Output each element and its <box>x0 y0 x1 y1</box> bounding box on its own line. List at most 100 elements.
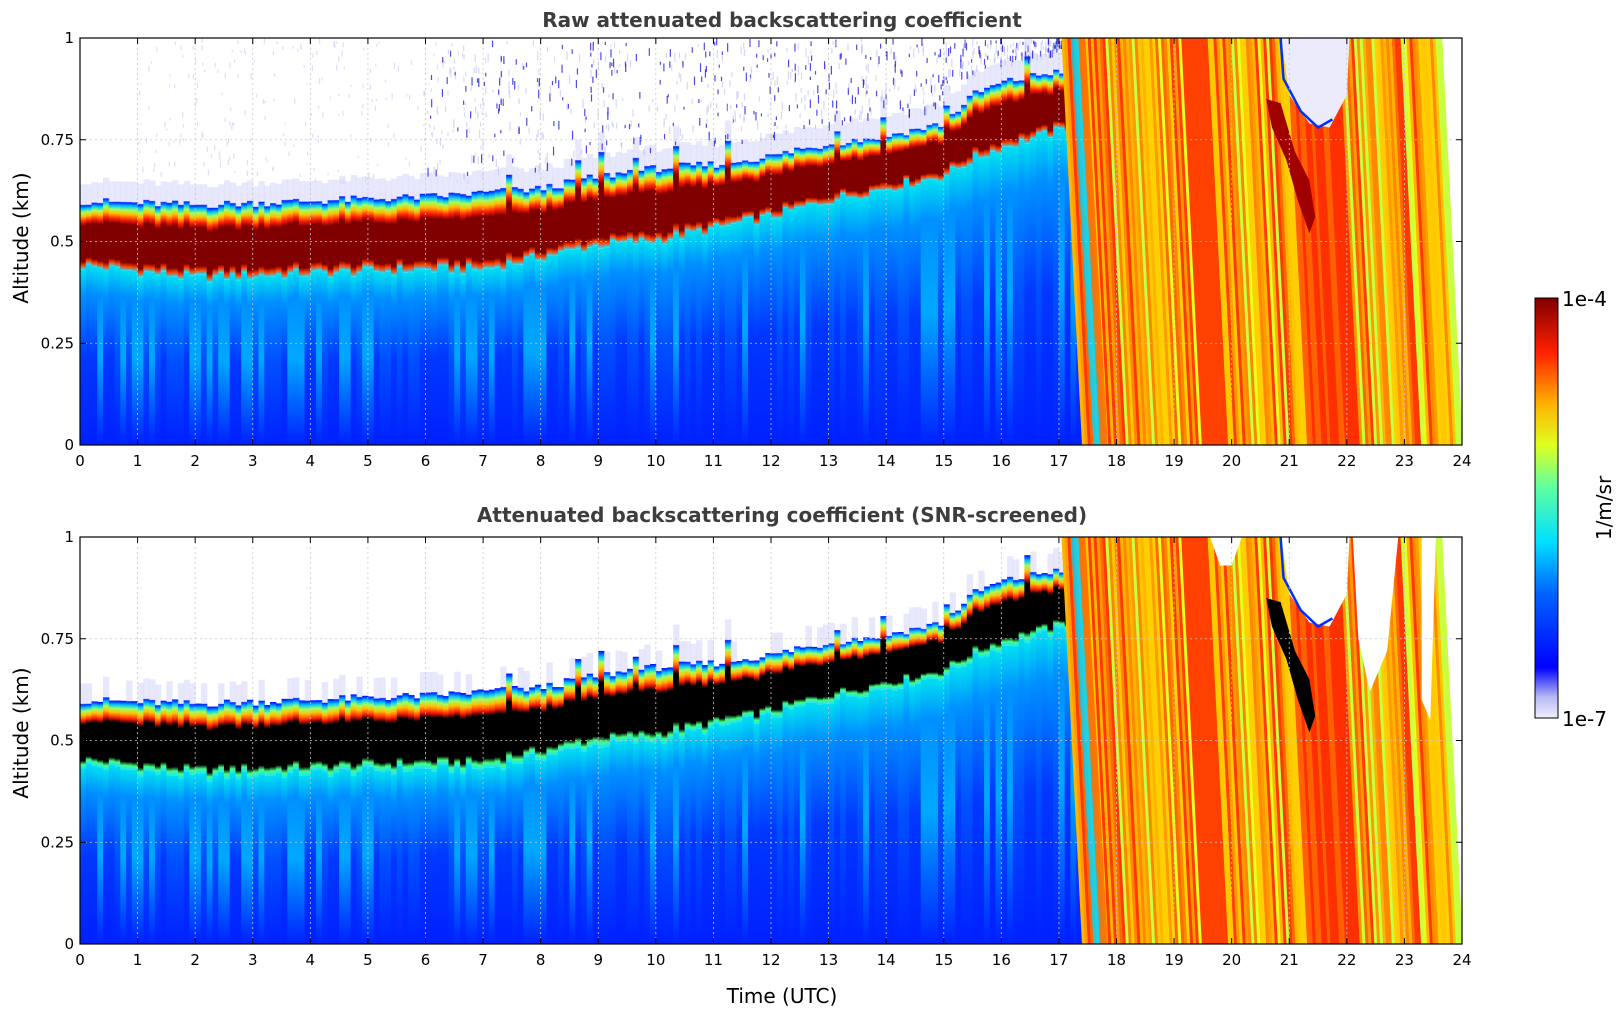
subcloud-column <box>747 716 755 944</box>
noise-column <box>80 683 87 705</box>
subcloud-column <box>494 766 501 944</box>
noise-column <box>569 658 576 679</box>
subcloud-column <box>1001 645 1008 944</box>
noise-column <box>235 185 242 207</box>
noise-speckle <box>387 142 389 147</box>
noise-speckle <box>263 38 266 44</box>
x-tick-label: 8 <box>536 951 546 969</box>
noise-column <box>344 181 352 203</box>
cloud-column <box>183 700 191 772</box>
cloud-column <box>1053 69 1060 128</box>
noise-speckle <box>447 131 449 137</box>
noise-speckle <box>262 99 265 104</box>
noise-column <box>690 144 697 166</box>
noise-speckle <box>938 75 940 83</box>
cloud-column <box>97 202 104 269</box>
noise-column <box>149 180 156 202</box>
noise-speckle <box>943 76 945 85</box>
cloud-column <box>379 198 386 274</box>
noise-column <box>684 641 691 663</box>
noise-speckle <box>537 51 539 61</box>
noise-speckle <box>683 106 685 110</box>
noise-column <box>511 166 519 188</box>
noise-speckle <box>546 46 549 53</box>
cloud-column <box>448 192 455 274</box>
cloud-column <box>264 206 271 277</box>
subcloud-column <box>160 271 167 445</box>
noise-speckle <box>182 54 184 58</box>
subcloud-column <box>673 732 680 944</box>
noise-column <box>776 632 784 654</box>
noise-column <box>604 152 611 174</box>
cloud-column <box>143 698 150 772</box>
subcloud-column <box>408 771 415 944</box>
noise-speckle <box>934 52 936 56</box>
noise-speckle <box>709 51 711 57</box>
x-tick-label: 23 <box>1395 452 1414 470</box>
noise-speckle <box>966 71 968 80</box>
subcloud-column <box>932 179 939 445</box>
cloud-column <box>523 691 530 757</box>
noise-speckle <box>776 126 779 130</box>
noise-speckle <box>523 65 525 70</box>
subcloud-column <box>275 274 283 445</box>
subcloud-column <box>275 773 283 944</box>
subcloud-column <box>632 743 640 944</box>
subcloud-column <box>506 761 513 944</box>
noise-speckle <box>341 50 343 57</box>
noise-column <box>724 120 732 142</box>
cloud-column <box>580 178 588 253</box>
subcloud-column <box>465 265 473 445</box>
noise-speckle <box>465 71 467 76</box>
noise-speckle <box>1012 42 1015 47</box>
noise-speckle <box>182 111 184 118</box>
precip-stripe <box>1286 537 1311 944</box>
noise-speckle <box>809 63 812 71</box>
cloud-column <box>655 171 663 240</box>
noise-column <box>961 84 968 106</box>
noise-speckle <box>804 104 806 111</box>
subcloud-column <box>580 252 588 445</box>
x-tick-label: 4 <box>306 951 316 969</box>
noise-column <box>316 180 323 202</box>
cloud-column <box>730 162 738 224</box>
cloud-column <box>615 671 622 742</box>
subcloud-column <box>655 738 663 944</box>
precip-stripe <box>1061 537 1086 944</box>
noise-speckle <box>810 50 812 54</box>
noise-speckle <box>701 76 703 82</box>
noise-speckle <box>312 133 314 138</box>
cloud-column <box>984 87 991 158</box>
noise-column <box>385 180 392 202</box>
cloud-column <box>408 196 415 273</box>
noise-speckle <box>987 55 989 60</box>
subcloud-column <box>367 267 375 445</box>
noise-speckle <box>949 68 951 77</box>
noise-speckle <box>305 121 307 127</box>
cloud-column <box>817 148 824 206</box>
cloud-column <box>580 677 588 752</box>
noise-speckle <box>865 64 868 71</box>
subcloud-column <box>638 738 645 944</box>
cloud-column <box>114 201 121 268</box>
subcloud-column <box>961 167 968 445</box>
cloud-column <box>817 647 824 705</box>
noise-speckle <box>196 122 199 127</box>
cloud-column <box>137 702 144 777</box>
noise-speckle <box>898 87 900 91</box>
noise-speckle <box>1040 42 1042 50</box>
cloud-column <box>638 170 645 240</box>
noise-speckle <box>453 66 455 70</box>
x-tick-label: 6 <box>421 951 431 969</box>
noise-speckle <box>716 38 718 46</box>
noise-speckle <box>1000 38 1002 45</box>
noise-speckle <box>710 101 712 109</box>
noise-column <box>1012 559 1020 581</box>
noise-speckle <box>443 59 445 64</box>
cloud-column <box>321 203 329 273</box>
cloud-column <box>552 188 559 256</box>
cloud-column <box>344 201 352 271</box>
subcloud-column <box>874 190 882 445</box>
noise-speckle <box>916 70 918 77</box>
noise-speckle <box>393 133 395 139</box>
